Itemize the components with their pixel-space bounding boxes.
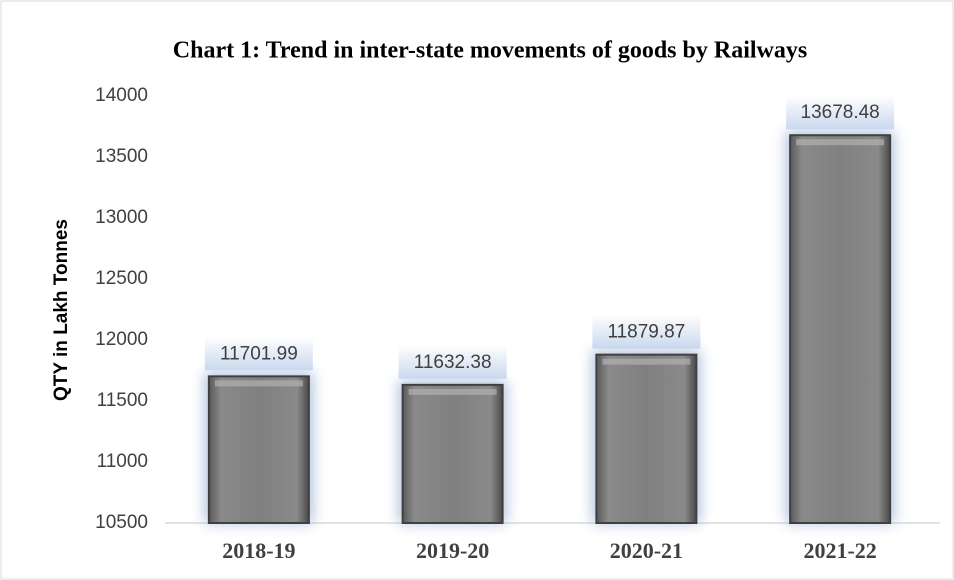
bar (207, 375, 310, 524)
y-tick-label: 13500 (95, 146, 148, 167)
y-tick-label: 12000 (95, 329, 148, 350)
y-tick-label: 11500 (97, 390, 148, 411)
x-tick-label: 2018-19 (222, 538, 295, 563)
x-tick-label: 2020-21 (610, 538, 683, 563)
y-tick-label: 14000 (95, 85, 148, 106)
label-box (398, 344, 507, 379)
bar (595, 353, 698, 524)
x-tick-label: 2019-20 (416, 538, 489, 563)
label-box (786, 95, 895, 130)
data-label: 11879.87 (607, 322, 685, 343)
y-tick-label: 12500 (95, 268, 148, 289)
y-axis-label: QTY in Lakh Tonnes (51, 219, 72, 401)
label-box (204, 336, 313, 371)
y-tick-label: 10500 (95, 512, 148, 533)
chart-title: Chart 1: Trend in inter-state movements … (173, 38, 807, 64)
bar (401, 383, 504, 524)
x-tick-label: 2021-22 (803, 538, 876, 563)
bar (789, 134, 892, 524)
bar-bevel (408, 388, 497, 395)
data-label: 13678.48 (801, 102, 880, 123)
data-label: 11701.99 (220, 343, 298, 364)
y-tick-label: 11000 (97, 451, 148, 472)
bar-bevel (602, 358, 691, 365)
y-tick-label: 13000 (95, 207, 148, 228)
data-label: 11632.38 (414, 352, 492, 373)
label-box (592, 314, 701, 349)
bar-bevel (796, 139, 885, 146)
bar-bevel (214, 380, 303, 387)
